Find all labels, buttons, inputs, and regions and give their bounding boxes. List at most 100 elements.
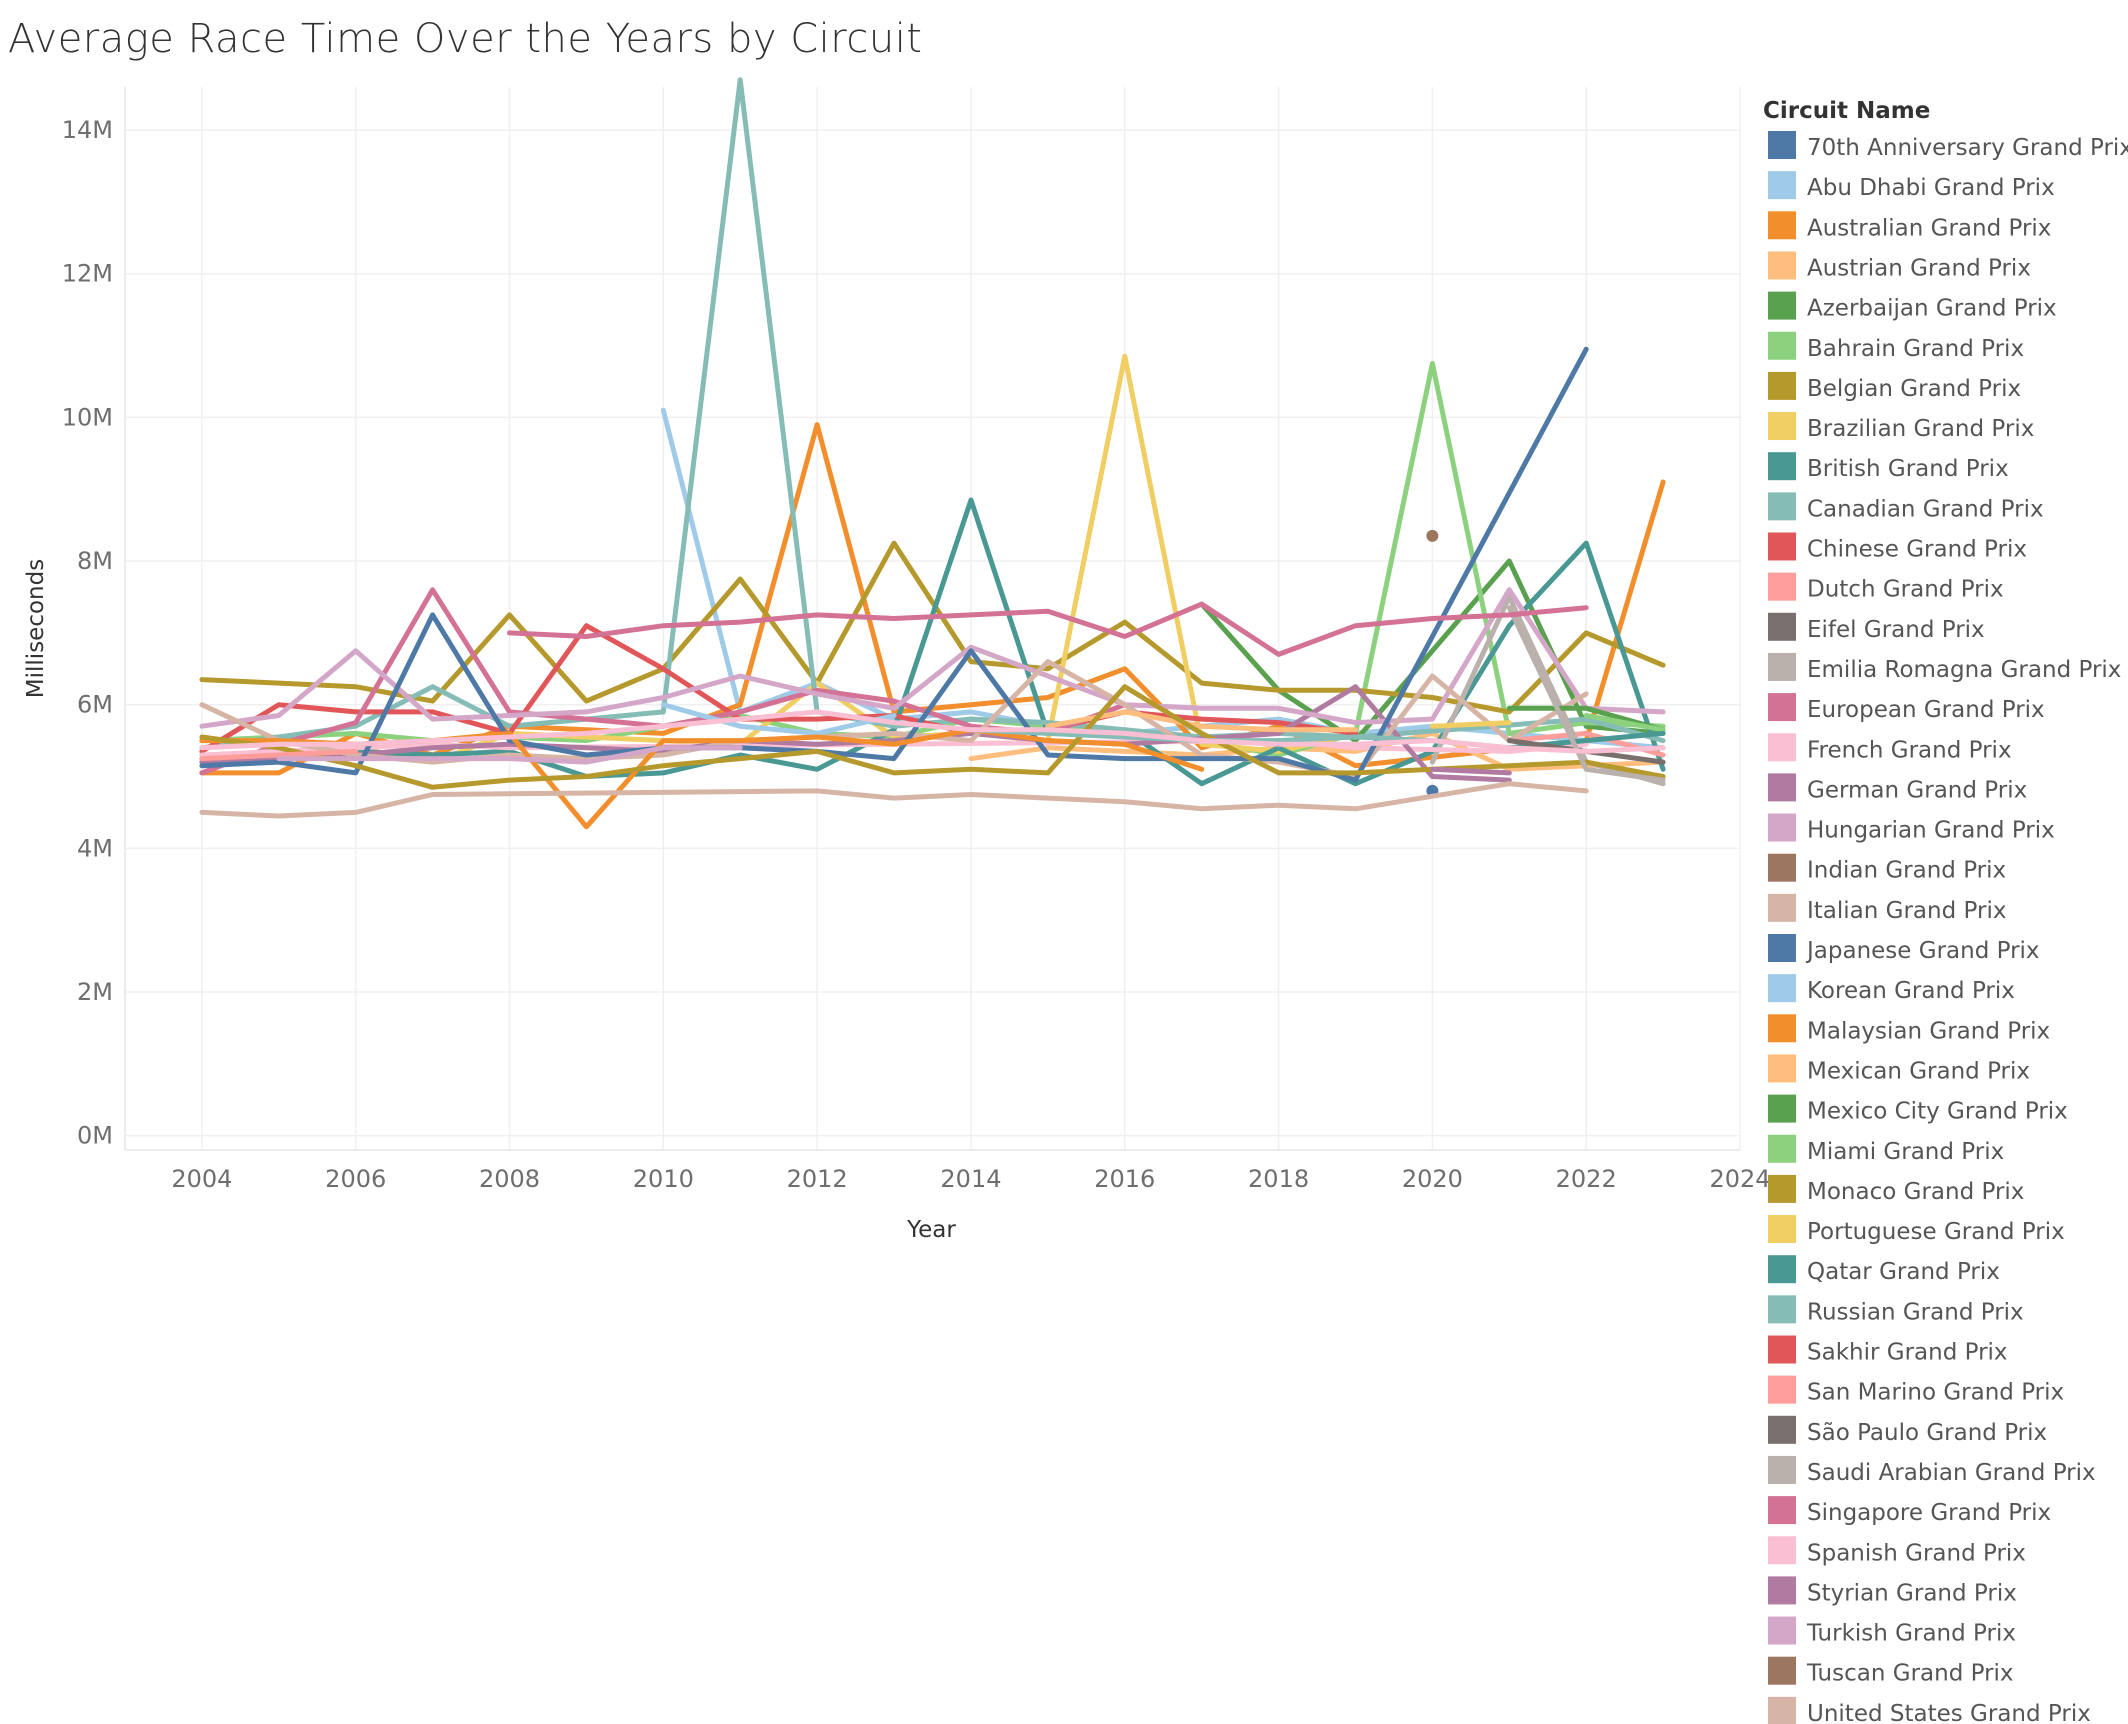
legend-swatch[interactable]: [1768, 652, 1796, 681]
legend-item-label[interactable]: Canadian Grand Prix: [1807, 496, 2044, 522]
series-line[interactable]: [199, 738, 1589, 758]
series-line[interactable]: [199, 748, 359, 762]
x-axis-title: Year: [906, 1217, 956, 1243]
legend-swatch[interactable]: [1768, 211, 1796, 240]
legend-item-label[interactable]: Mexico City Grand Prix: [1807, 1099, 2068, 1125]
legend-swatch[interactable]: [1768, 1696, 1796, 1724]
legend-swatch[interactable]: [1768, 1496, 1796, 1525]
legend-item-label[interactable]: Brazilian Grand Prix: [1807, 416, 2034, 442]
legend-item-label[interactable]: San Marino Grand Prix: [1807, 1380, 2064, 1406]
legend-swatch[interactable]: [1768, 693, 1796, 722]
legend-item-label[interactable]: Mexican Grand Prix: [1807, 1058, 2030, 1084]
legend-item-label[interactable]: São Paulo Grand Prix: [1807, 1420, 2047, 1446]
legend-swatch[interactable]: [1768, 452, 1796, 481]
legend-swatch[interactable]: [1768, 1616, 1796, 1645]
series-point[interactable]: [1426, 529, 1439, 542]
legend-item-label[interactable]: Abu Dhabi Grand Prix: [1807, 175, 2055, 201]
legend-swatch[interactable]: [1768, 492, 1796, 521]
legend-swatch[interactable]: [1768, 1014, 1796, 1043]
legend-item-label[interactable]: German Grand Prix: [1807, 777, 2027, 803]
legend-item-label[interactable]: Russian Grand Prix: [1807, 1299, 2024, 1325]
legend-swatch[interactable]: [1768, 893, 1796, 922]
series-line[interactable]: [968, 730, 1666, 772]
legend-item-label[interactable]: Emilia Romagna Grand Prix: [1807, 657, 2121, 683]
series-line[interactable]: [1506, 605, 1666, 783]
legend-item-label[interactable]: Eifel Grand Prix: [1807, 617, 1985, 643]
legend-item-label[interactable]: British Grand Prix: [1807, 456, 2009, 482]
legend-swatch[interactable]: [1768, 1054, 1796, 1083]
legend-item-label[interactable]: 70th Anniversary Grand Prix: [1807, 135, 2128, 161]
legend-item-label[interactable]: Sakhir Grand Prix: [1807, 1340, 2008, 1366]
legend-swatch[interactable]: [1768, 251, 1796, 280]
series-line[interactable]: [1199, 558, 1666, 744]
legend-item-label[interactable]: Indian Grand Prix: [1807, 858, 2006, 884]
legend-swatch[interactable]: [1768, 1455, 1796, 1484]
legend-item-label[interactable]: Turkish Grand Prix: [1806, 1621, 2016, 1647]
legend-item-label[interactable]: Japanese Grand Prix: [1805, 938, 2040, 964]
legend-swatch[interactable]: [1768, 1255, 1796, 1284]
legend-swatch[interactable]: [1768, 773, 1796, 802]
series-line[interactable]: [1429, 766, 1512, 776]
legend-swatch[interactable]: [1768, 331, 1796, 360]
legend-swatch[interactable]: [1768, 1174, 1796, 1203]
series-line[interactable]: [660, 702, 897, 736]
series-line[interactable]: [507, 601, 1589, 657]
legend-swatch[interactable]: [1768, 934, 1796, 962]
legend-item-label[interactable]: Belgian Grand Prix: [1807, 376, 2021, 402]
legend-item-label[interactable]: Chinese Grand Prix: [1807, 537, 2027, 563]
legend-item-label[interactable]: Austrian Grand Prix: [1807, 255, 2031, 281]
legend-swatch[interactable]: [1768, 1536, 1796, 1565]
series-line[interactable]: [199, 709, 1666, 754]
legend-swatch[interactable]: [1768, 1576, 1796, 1605]
legend-swatch[interactable]: [1768, 371, 1796, 400]
legend-swatch[interactable]: [1768, 1375, 1796, 1404]
legend-item-label[interactable]: United States Grand Prix: [1807, 1701, 2091, 1724]
series-line[interactable]: [276, 745, 743, 765]
legend-swatch[interactable]: [1768, 291, 1796, 320]
legend-item-label[interactable]: Singapore Grand Prix: [1807, 1500, 2051, 1526]
legend-item-label[interactable]: Saudi Arabian Grand Prix: [1807, 1460, 2096, 1486]
legend-swatch[interactable]: [1768, 1134, 1796, 1163]
legend-item-label[interactable]: Miami Grand Prix: [1807, 1139, 2004, 1165]
legend-item-label[interactable]: Korean Grand Prix: [1807, 978, 2015, 1004]
series-line[interactable]: [199, 781, 1589, 819]
series-line[interactable]: [199, 684, 1666, 790]
legend-item-label[interactable]: Dutch Grand Prix: [1807, 577, 2004, 603]
legend-swatch[interactable]: [1768, 1215, 1796, 1244]
legend-item-label[interactable]: Tuscan Grand Prix: [1806, 1661, 2014, 1687]
legend-swatch[interactable]: [1768, 813, 1796, 842]
series-line[interactable]: [199, 587, 1666, 729]
legend-item-label[interactable]: Italian Grand Prix: [1807, 898, 2006, 924]
series-line[interactable]: [1429, 720, 1512, 729]
legend-item-label[interactable]: Qatar Grand Prix: [1807, 1259, 2000, 1285]
legend-swatch[interactable]: [1768, 1335, 1796, 1364]
legend-item-label[interactable]: French Grand Prix: [1807, 737, 2012, 763]
legend-swatch[interactable]: [1768, 532, 1796, 561]
y-tick-label: 12M: [62, 260, 113, 288]
series-line[interactable]: [1583, 713, 1666, 733]
legend-item-label[interactable]: Australian Grand Prix: [1807, 215, 2051, 241]
legend-swatch[interactable]: [1768, 572, 1796, 601]
legend-swatch[interactable]: [1768, 412, 1796, 441]
legend-swatch[interactable]: [1768, 853, 1796, 882]
legend-swatch[interactable]: [1768, 1094, 1796, 1123]
series-line[interactable]: [199, 623, 1358, 754]
legend-swatch[interactable]: [1768, 612, 1796, 641]
legend-swatch[interactable]: [1768, 974, 1796, 1003]
legend-item-label[interactable]: Azerbaijan Grand Prix: [1807, 296, 2057, 322]
legend-swatch[interactable]: [1768, 171, 1796, 200]
legend-swatch[interactable]: [1768, 1295, 1796, 1324]
legend-swatch[interactable]: [1768, 1415, 1796, 1444]
legend-swatch[interactable]: [1768, 131, 1796, 159]
legend-swatch[interactable]: [1768, 733, 1796, 762]
legend-item-label[interactable]: European Grand Prix: [1807, 697, 2045, 723]
legend-item-label[interactable]: Styrian Grand Prix: [1807, 1580, 2017, 1606]
legend-item-label[interactable]: Portuguese Grand Prix: [1807, 1219, 2065, 1245]
legend-item-label[interactable]: Bahrain Grand Prix: [1807, 336, 2024, 362]
legend-item-label[interactable]: Monaco Grand Prix: [1807, 1179, 2024, 1205]
legend-swatch[interactable]: [1768, 1656, 1796, 1685]
legend-item-label[interactable]: Hungarian Grand Prix: [1807, 818, 2055, 844]
legend-item-label[interactable]: Spanish Grand Prix: [1807, 1540, 2026, 1566]
series-line[interactable]: [199, 684, 1512, 783]
legend-item-label[interactable]: Malaysian Grand Prix: [1807, 1018, 2050, 1044]
